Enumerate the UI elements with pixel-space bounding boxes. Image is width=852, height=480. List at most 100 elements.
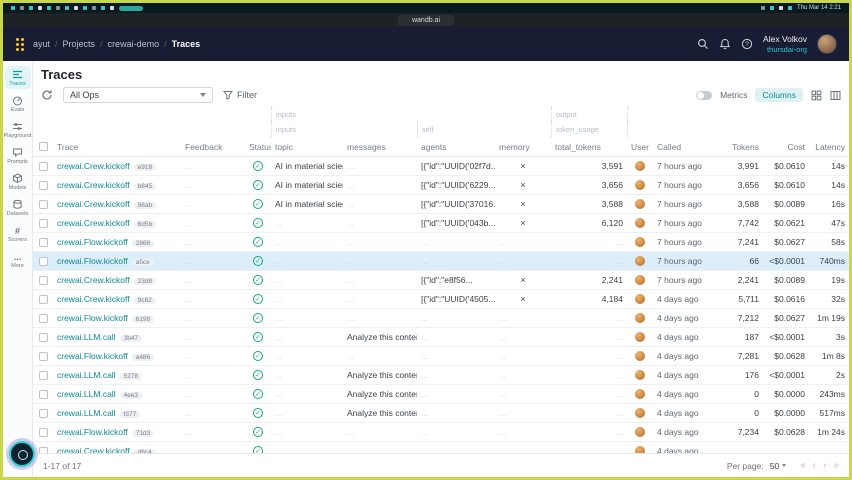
sidebar-item-models[interactable]: Models [5,170,31,193]
col-header-topic[interactable]: topic [275,141,293,152]
browser-url[interactable]: wandb.ai [397,14,455,26]
filter-button[interactable]: Filter [223,90,257,100]
row-checkbox[interactable] [38,275,48,285]
trace-cell[interactable]: crewai.LLM.call 3b47 [53,332,181,342]
recording-bubble[interactable] [9,441,35,467]
help-icon[interactable]: ? [741,38,753,50]
trace-name[interactable]: crewai.Crew.kickoff [57,180,130,190]
trace-name[interactable]: crewai.Crew.kickoff [57,218,130,228]
table-row[interactable]: crewai.Flow.kickoff a5ce... ✓.............… [33,252,849,271]
table-row[interactable]: crewai.Flow.kickoff 71d3... ✓.............… [33,423,849,442]
table-row[interactable]: crewai.LLM.call 5278... ✓... Analyze this c… [33,366,849,385]
row-checkbox[interactable] [38,332,48,342]
table-row[interactable]: crewai.LLM.call f377... ✓... Analyze this c… [33,404,849,423]
user-block[interactable]: Alex Volkov thursdai-org [763,34,807,54]
row-checkbox[interactable] [38,408,48,418]
trace-cell[interactable]: crewai.LLM.call 4ee3 [53,389,181,399]
row-checkbox[interactable] [38,351,48,361]
row-checkbox[interactable] [38,389,48,399]
ops-filter-select[interactable]: All Ops [63,87,213,103]
table-row[interactable]: crewai.Crew.kickoff e918... ✓ AI in materia… [33,157,849,176]
trace-name[interactable]: crewai.LLM.call [57,389,116,399]
row-checkbox[interactable] [38,370,48,380]
table-row[interactable]: crewai.Crew.kickoff 23d8... ✓...... [{"id":… [33,271,849,290]
row-checkbox[interactable] [38,294,48,304]
trace-name[interactable]: crewai.Flow.kickoff [57,427,128,437]
trace-cell[interactable]: crewai.Flow.kickoff 6198 [53,313,181,323]
row-checkbox[interactable] [38,199,48,209]
wandb-logo-icon[interactable] [15,37,24,51]
trace-name[interactable]: crewai.Crew.kickoff [57,199,130,209]
col-header-messages[interactable]: messages [347,141,386,152]
trace-cell[interactable]: crewai.Flow.kickoff a5ce [53,256,181,266]
row-checkbox[interactable] [38,313,48,323]
trace-cell[interactable]: crewai.Crew.kickoff b845 [53,180,181,190]
trace-name[interactable]: crewai.LLM.call [57,332,116,342]
row-checkbox[interactable] [38,218,48,228]
last-page-button[interactable]: » [833,459,839,471]
row-checkbox[interactable] [38,180,48,190]
refresh-icon[interactable] [41,89,53,101]
trace-name[interactable]: crewai.Flow.kickoff [57,351,128,361]
breadcrumb-project[interactable]: crewai-demo [107,39,160,49]
trace-cell[interactable]: crewai.Crew.kickoff 23d8 [53,275,181,285]
trace-cell[interactable]: crewai.Crew.kickoff 98ab [53,199,181,209]
trace-name[interactable]: crewai.Flow.kickoff [57,256,128,266]
trace-cell[interactable]: crewai.Crew.kickoff d6c4 [53,446,181,453]
next-page-button[interactable]: › [823,459,827,471]
select-all-checkbox[interactable] [38,142,48,151]
trace-cell[interactable]: crewai.Crew.kickoff 9c82 [53,294,181,304]
header-avatar[interactable] [817,34,837,54]
col-header-latency[interactable]: Latency [815,141,845,152]
row-checkbox[interactable] [38,237,48,247]
prev-page-button[interactable]: ‹ [812,459,817,471]
grid-view-icon[interactable] [811,90,822,101]
col-header-tokens[interactable]: Tokens [732,141,759,152]
breadcrumb-entity[interactable]: ayut [33,39,51,49]
table-row[interactable]: crewai.LLM.call 4ee3... ✓... Analyze this c… [33,385,849,404]
col-header-user[interactable]: User [631,141,649,152]
col-header-memory[interactable]: memory [499,141,530,152]
per-page-select[interactable]: 50 [770,461,787,471]
row-checkbox[interactable] [38,161,48,171]
sidebar-item-prompts[interactable]: Prompts [5,144,31,167]
table-row[interactable]: crewai.Crew.kickoff d6c4... ✓.............… [33,442,849,453]
col-header-called[interactable]: Called [657,141,682,152]
metrics-toggle[interactable] [696,90,713,100]
table-row[interactable]: crewai.Crew.kickoff 6d5b... ✓...... [{"id":… [33,214,849,233]
bell-icon[interactable] [719,38,731,50]
column-settings-icon[interactable] [830,90,841,101]
table-row[interactable]: crewai.LLM.call 3b47... ✓... Analyze this c… [33,328,849,347]
row-checkbox[interactable] [38,427,48,437]
trace-cell[interactable]: crewai.Crew.kickoff 6d5b [53,218,181,228]
breadcrumb-current[interactable]: Traces [171,39,201,49]
table-row[interactable]: crewai.Crew.kickoff 98ab... ✓ AI in materia… [33,195,849,214]
trace-cell[interactable]: crewai.Crew.kickoff e918 [53,161,181,171]
table-row[interactable]: crewai.Crew.kickoff 9c82... ✓...... [{"id":… [33,290,849,309]
first-page-button[interactable]: « [800,459,806,471]
col-header-feedback[interactable]: Feedback [185,141,223,152]
sidebar-item-scorers[interactable]: # Scorers [5,222,31,245]
col-header-cost[interactable]: Cost [787,141,805,152]
columns-button[interactable]: Columns [755,88,803,102]
table-row[interactable]: crewai.Flow.kickoff a486... ✓.............… [33,347,849,366]
trace-cell[interactable]: crewai.LLM.call f377 [53,408,181,418]
trace-cell[interactable]: crewai.Flow.kickoff 2868 [53,237,181,247]
trace-cell[interactable]: crewai.Flow.kickoff 71d3 [53,427,181,437]
table-row[interactable]: crewai.Flow.kickoff 6198... ✓.............… [33,309,849,328]
sidebar-item-datasets[interactable]: Datasets [5,196,31,219]
row-checkbox[interactable] [38,256,48,266]
sidebar-item-evals[interactable]: Evals [5,92,31,115]
search-icon[interactable] [697,38,709,50]
row-checkbox[interactable] [38,446,48,453]
table-row[interactable]: crewai.Flow.kickoff 2868... ✓.............… [33,233,849,252]
trace-name[interactable]: crewai.Flow.kickoff [57,237,128,247]
sidebar-item-traces[interactable]: Traces [4,66,31,89]
trace-name[interactable]: crewai.Crew.kickoff [57,446,130,453]
sidebar-item-more[interactable]: ... More [5,248,31,271]
trace-name[interactable]: crewai.Crew.kickoff [57,275,130,285]
trace-name[interactable]: crewai.Crew.kickoff [57,294,130,304]
col-header-status[interactable]: Status [249,141,271,152]
trace-name[interactable]: crewai.Crew.kickoff [57,161,130,171]
breadcrumb-projects[interactable]: Projects [62,39,96,49]
